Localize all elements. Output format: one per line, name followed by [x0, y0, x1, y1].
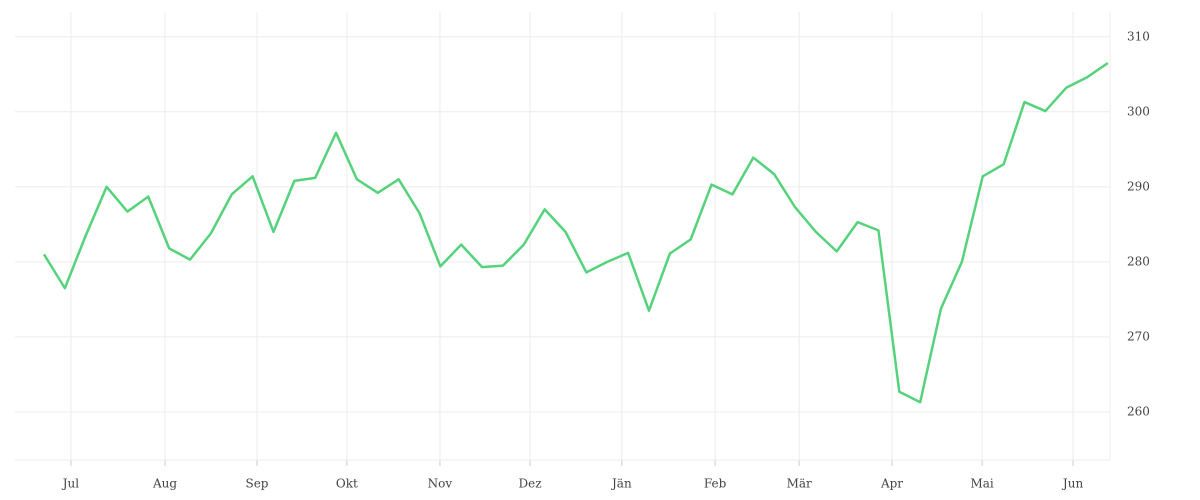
- line-series: [42, 61, 1109, 404]
- x-tick-label: Jun: [1061, 477, 1084, 491]
- x-tick-label: Jän: [610, 477, 632, 491]
- y-tick-label: 300: [1127, 104, 1150, 118]
- y-tick-label: 290: [1127, 179, 1150, 193]
- x-tick-label: Sep: [245, 477, 268, 491]
- y-tick-label: 270: [1127, 329, 1150, 343]
- y-tick-label: 260: [1127, 404, 1150, 418]
- x-tick-label: Okt: [336, 477, 358, 491]
- x-tick-label: Jul: [61, 477, 80, 491]
- x-tick-label: Mai: [970, 477, 993, 491]
- y-tick-label: 310: [1127, 29, 1150, 43]
- x-tick-label: Feb: [704, 477, 727, 491]
- x-tick-label: Dez: [519, 477, 542, 491]
- y-tick-label: 280: [1127, 254, 1150, 268]
- x-tick-label: Apr: [880, 477, 903, 491]
- x-tick-label: Mär: [787, 477, 812, 491]
- x-tick-label: Aug: [152, 477, 177, 491]
- x-tick-label: Nov: [428, 477, 453, 491]
